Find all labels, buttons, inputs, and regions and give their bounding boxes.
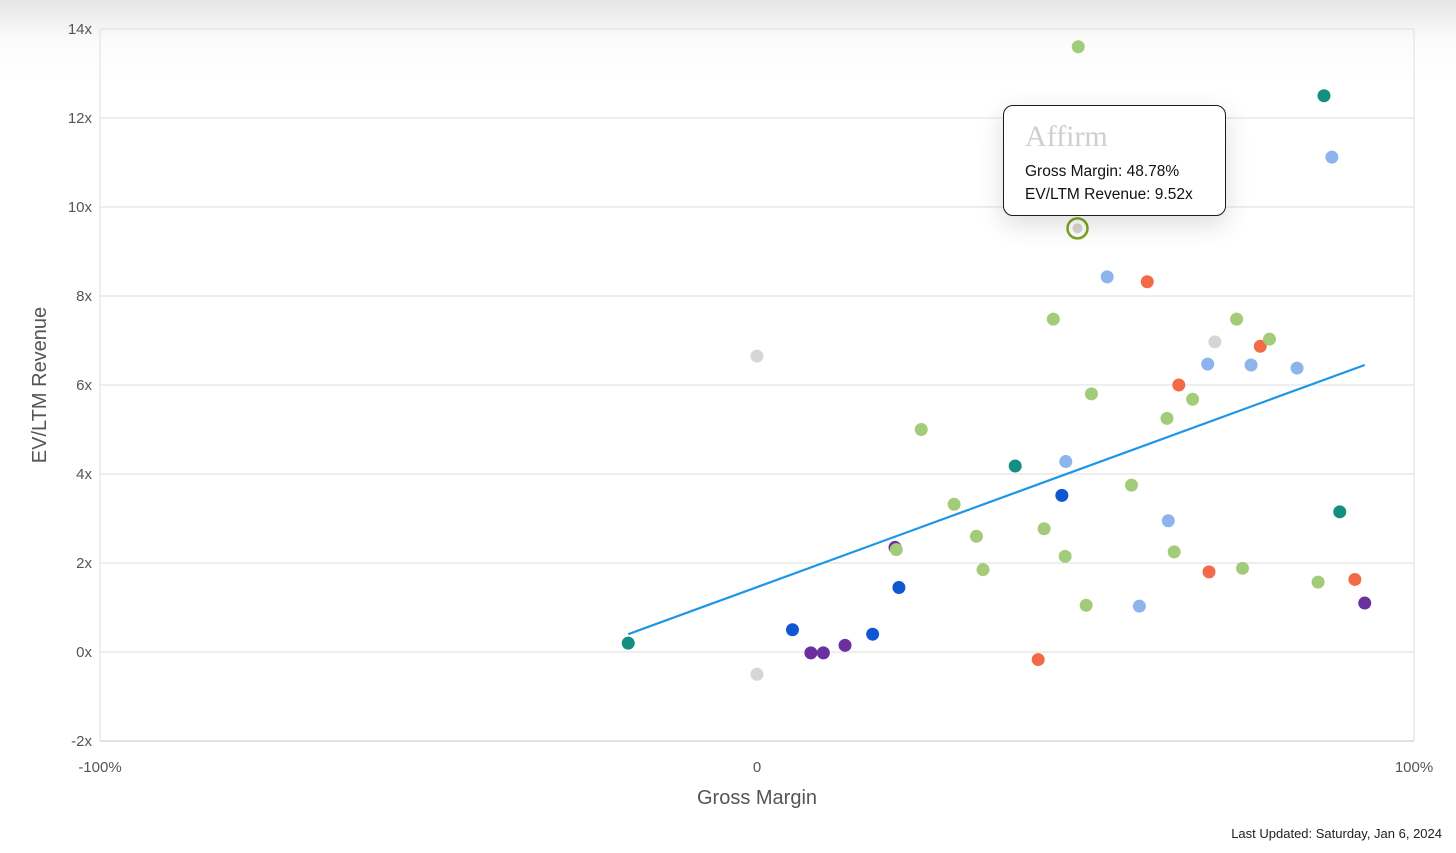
tooltip-ev-revenue: EV/LTM Revenue: 9.52x: [1025, 186, 1193, 203]
data-point[interactable]: [1172, 378, 1186, 392]
data-point[interactable]: [1072, 223, 1083, 234]
x-tick-label: 100%: [1395, 759, 1433, 776]
data-point[interactable]: [1186, 392, 1200, 406]
last-updated-label: Last Updated: Saturday, Jan 6, 2024: [1231, 826, 1442, 841]
x-axis-ticks: -100% 0 100%: [78, 759, 1433, 776]
data-point[interactable]: [1262, 332, 1276, 346]
data-point[interactable]: [816, 646, 830, 660]
y-tick-label: -2x: [71, 733, 92, 750]
data-point[interactable]: [947, 497, 961, 511]
data-point[interactable]: [1202, 565, 1216, 579]
data-point[interactable]: [1140, 275, 1154, 289]
data-point[interactable]: [1031, 653, 1045, 667]
y-tick-label: 8x: [76, 288, 92, 305]
data-point[interactable]: [1325, 150, 1339, 164]
y-tick-label: 6x: [76, 377, 92, 394]
y-tick-label: 10x: [68, 199, 93, 216]
data-point[interactable]: [1058, 549, 1072, 563]
data-point[interactable]: [1132, 599, 1146, 613]
data-tooltip: Affirm Gross Margin: 48.78% EV/LTM Reven…: [1003, 105, 1226, 216]
data-point[interactable]: [1046, 312, 1060, 326]
data-point[interactable]: [1160, 411, 1174, 425]
data-point[interactable]: [1079, 598, 1093, 612]
data-point[interactable]: [838, 638, 852, 652]
data-point[interactable]: [1201, 357, 1215, 371]
data-point[interactable]: [750, 667, 764, 681]
data-point[interactable]: [1236, 561, 1250, 575]
data-point[interactable]: [621, 636, 635, 650]
y-axis-ticks: -2x 0x 2x 4x 6x 8x 10x 12x 14x: [68, 21, 93, 750]
data-point[interactable]: [1208, 335, 1222, 349]
data-point[interactable]: [750, 349, 764, 363]
data-point[interactable]: [1008, 459, 1022, 473]
x-tick-label: 0: [753, 759, 761, 776]
data-point[interactable]: [866, 627, 880, 641]
x-axis-title: Gross Margin: [697, 787, 817, 809]
data-point[interactable]: [976, 563, 990, 577]
data-point[interactable]: [1124, 478, 1138, 492]
data-point[interactable]: [892, 580, 906, 594]
y-tick-label: 2x: [76, 555, 92, 572]
data-points: [621, 40, 1372, 681]
data-point[interactable]: [1253, 339, 1267, 353]
data-point[interactable]: [914, 423, 928, 436]
data-point[interactable]: [1230, 312, 1244, 326]
data-point[interactable]: [1071, 40, 1085, 54]
data-point[interactable]: [1290, 361, 1304, 375]
y-tick-label: 12x: [68, 110, 93, 127]
data-point[interactable]: [1333, 505, 1347, 519]
y-axis-title: EV/LTM Revenue: [29, 307, 51, 463]
y-tick-label: 14x: [68, 21, 93, 38]
tooltip-gross-margin: Gross Margin: 48.78%: [1025, 163, 1180, 180]
y-tick-label: 0x: [76, 644, 92, 661]
data-point[interactable]: [1037, 522, 1051, 536]
data-point[interactable]: [1100, 270, 1114, 284]
data-point[interactable]: [1244, 358, 1258, 372]
x-tick-label: -100%: [78, 759, 121, 776]
data-point[interactable]: [969, 529, 983, 543]
data-point[interactable]: [1161, 514, 1175, 528]
data-point[interactable]: [1348, 572, 1362, 586]
tooltip-company-name: Affirm: [1025, 120, 1108, 153]
data-point[interactable]: [1059, 455, 1073, 469]
grid-lines: [99, 28, 1415, 742]
data-point[interactable]: [1084, 387, 1098, 401]
data-point[interactable]: [1317, 89, 1331, 103]
y-tick-label: 4x: [76, 466, 92, 483]
data-point[interactable]: [804, 646, 818, 660]
data-point[interactable]: [1167, 545, 1181, 559]
data-point[interactable]: [1055, 488, 1069, 502]
data-point[interactable]: [1358, 596, 1372, 610]
data-point[interactable]: [1311, 575, 1325, 589]
trend-line: [627, 363, 1366, 636]
data-point[interactable]: [889, 543, 903, 557]
data-point[interactable]: [785, 623, 799, 637]
